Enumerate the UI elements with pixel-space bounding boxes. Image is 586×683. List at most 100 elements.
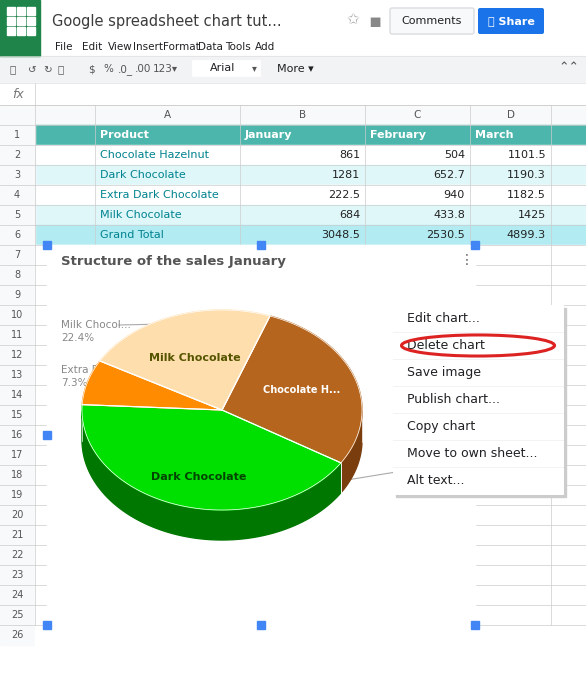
Text: .0_: .0_: [118, 64, 133, 75]
Bar: [0, 565, 35, 585]
Text: Dark Chocolate: Dark Chocolate: [151, 472, 247, 482]
Text: A: A: [164, 110, 171, 120]
Text: 1190.3: 1190.3: [507, 170, 546, 180]
Text: 5: 5: [14, 210, 20, 220]
Text: 940: 940: [444, 190, 465, 200]
Text: Google spreadsheet chart tut...: Google spreadsheet chart tut...: [52, 14, 282, 29]
Text: 1101.5: 1101.5: [507, 150, 546, 160]
Text: Product: Product: [100, 130, 149, 140]
Bar: [27, 27, 35, 35]
Text: Extra Dark C...: Extra Dark C...: [61, 365, 137, 375]
Text: 26: 26: [11, 630, 23, 640]
Bar: [35, 145, 586, 165]
Bar: [192, 60, 260, 76]
Text: Add: Add: [255, 42, 275, 52]
Polygon shape: [82, 411, 341, 540]
Bar: [35, 425, 586, 445]
Bar: [7, 27, 15, 35]
Bar: [0, 0, 40, 56]
Bar: [35, 465, 586, 485]
Bar: [0, 225, 35, 245]
Text: ▾: ▾: [251, 63, 257, 73]
Text: 22.4%: 22.4%: [61, 333, 94, 343]
Bar: [27, 17, 35, 25]
Text: 1425: 1425: [518, 210, 546, 220]
Text: January: January: [245, 130, 292, 140]
Bar: [0, 405, 35, 425]
Bar: [35, 325, 586, 345]
Text: 22: 22: [11, 550, 23, 560]
Text: March: March: [475, 130, 513, 140]
Bar: [17, 27, 25, 35]
Text: 13: 13: [11, 370, 23, 380]
Text: Milk Chocol...: Milk Chocol...: [61, 320, 131, 330]
Text: 17: 17: [11, 450, 23, 460]
Bar: [0, 385, 35, 405]
Text: Data: Data: [198, 42, 223, 52]
Text: 18: 18: [11, 470, 23, 480]
Text: 🔒 Share: 🔒 Share: [488, 16, 534, 26]
Bar: [0, 465, 35, 485]
Bar: [35, 565, 586, 585]
Text: 123▾: 123▾: [153, 64, 178, 74]
Bar: [35, 445, 586, 465]
Text: Edit chart...: Edit chart...: [407, 312, 480, 325]
Bar: [17, 7, 25, 15]
Bar: [35, 165, 586, 185]
Text: 19: 19: [11, 490, 23, 500]
Bar: [35, 505, 586, 525]
Bar: [0, 56, 586, 83]
Bar: [35, 385, 586, 405]
Bar: [35, 305, 586, 325]
Text: 11: 11: [11, 330, 23, 340]
Bar: [396, 308, 566, 497]
Bar: [0, 285, 35, 305]
Bar: [35, 265, 586, 285]
Text: Move to own sheet...: Move to own sheet...: [407, 447, 537, 460]
Text: Dark Chocol...: Dark Chocol...: [470, 455, 544, 465]
Text: $: $: [88, 64, 94, 74]
Bar: [35, 245, 586, 265]
Text: 8: 8: [14, 270, 20, 280]
Text: 15: 15: [11, 410, 23, 420]
Text: 684: 684: [339, 210, 360, 220]
Text: %: %: [103, 64, 113, 74]
Text: View: View: [108, 42, 133, 52]
Text: Format: Format: [163, 42, 200, 52]
Text: 7.3%: 7.3%: [61, 378, 87, 388]
Text: ↺: ↺: [28, 64, 37, 74]
Bar: [35, 285, 586, 305]
Bar: [0, 145, 35, 165]
Bar: [0, 445, 35, 465]
Text: 4899.3: 4899.3: [507, 230, 546, 240]
Text: 10: 10: [11, 310, 23, 320]
Text: Delete chart: Delete chart: [407, 339, 485, 352]
Bar: [0, 625, 35, 645]
Text: ▪: ▪: [368, 12, 381, 31]
Bar: [43, 241, 51, 249]
Bar: [40, 0, 586, 56]
Text: ⬧: ⬧: [58, 64, 64, 74]
Text: B: B: [299, 110, 306, 120]
Polygon shape: [82, 404, 341, 510]
Text: 7: 7: [14, 250, 20, 260]
Text: 1: 1: [14, 130, 20, 140]
Bar: [0, 205, 35, 225]
Text: February: February: [370, 130, 426, 140]
Text: Extra Dark Chocolate: Extra Dark Chocolate: [100, 190, 219, 200]
Text: ⬛: ⬛: [9, 64, 15, 74]
Bar: [0, 605, 35, 625]
Text: Copy chart: Copy chart: [407, 420, 475, 433]
Text: 652.7: 652.7: [433, 170, 465, 180]
Text: Insert: Insert: [133, 42, 163, 52]
Text: Save image: Save image: [407, 366, 481, 379]
Text: 12: 12: [11, 350, 23, 360]
Bar: [0, 425, 35, 445]
Text: 25: 25: [11, 610, 23, 620]
Text: ↻: ↻: [43, 64, 52, 74]
Bar: [35, 345, 586, 365]
Text: 861: 861: [339, 150, 360, 160]
Text: C: C: [414, 110, 421, 120]
Bar: [35, 185, 586, 205]
Text: Publish chart...: Publish chart...: [407, 393, 500, 406]
